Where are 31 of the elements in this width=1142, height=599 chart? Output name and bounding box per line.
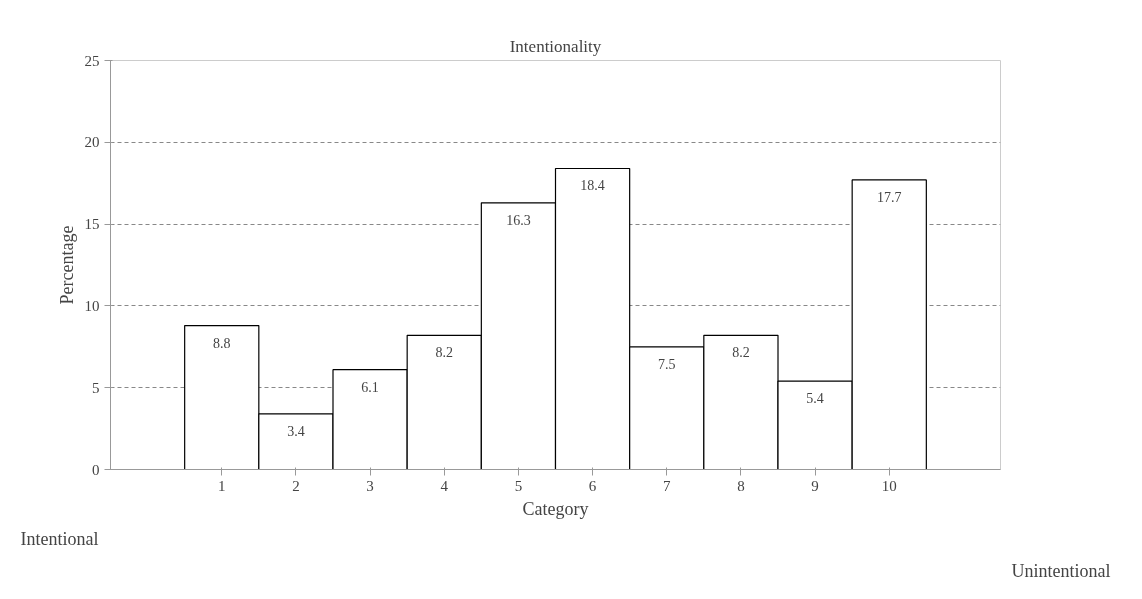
x-tick-label: 10	[881, 477, 897, 494]
data-label: 18.4	[580, 178, 605, 194]
y-tick-label: 0	[92, 461, 100, 478]
text: Unintentional	[1011, 560, 1111, 581]
x-tick-label: 4	[440, 477, 449, 494]
y-tick-label: 20	[84, 134, 100, 151]
chart-title: Intentionality	[509, 36, 602, 56]
text: Intentional	[20, 528, 99, 549]
data-label: 3.4	[287, 423, 305, 439]
x-tick-label: 6	[588, 477, 597, 494]
data-label: 5.4	[806, 391, 824, 407]
data-label: 8.2	[435, 345, 453, 361]
y-tick-label: 25	[84, 52, 100, 69]
data-label: 17.7	[877, 189, 902, 205]
x-tick-label: 2	[292, 477, 300, 494]
x-tick-label: 9	[811, 477, 819, 494]
data-label: 16.3	[506, 212, 531, 228]
x-tick-label: 5	[514, 477, 523, 494]
y-tick-label: 5	[92, 379, 100, 396]
data-label: 6.1	[361, 379, 379, 395]
x-tick-label: 1	[218, 477, 226, 494]
x-tick-label: 7	[663, 477, 671, 494]
y-tick-label: 15	[84, 216, 100, 233]
x-tick-label: 8	[737, 477, 745, 494]
y-tick-label: 10	[84, 297, 100, 314]
x-tick-label: 3	[366, 477, 374, 494]
data-label: 8.8	[213, 335, 231, 351]
y-axis-title: Percentage	[56, 225, 77, 305]
data-label: 8.2	[732, 345, 750, 361]
x-axis-title: Category	[522, 498, 589, 519]
data-label: 7.5	[658, 356, 676, 372]
